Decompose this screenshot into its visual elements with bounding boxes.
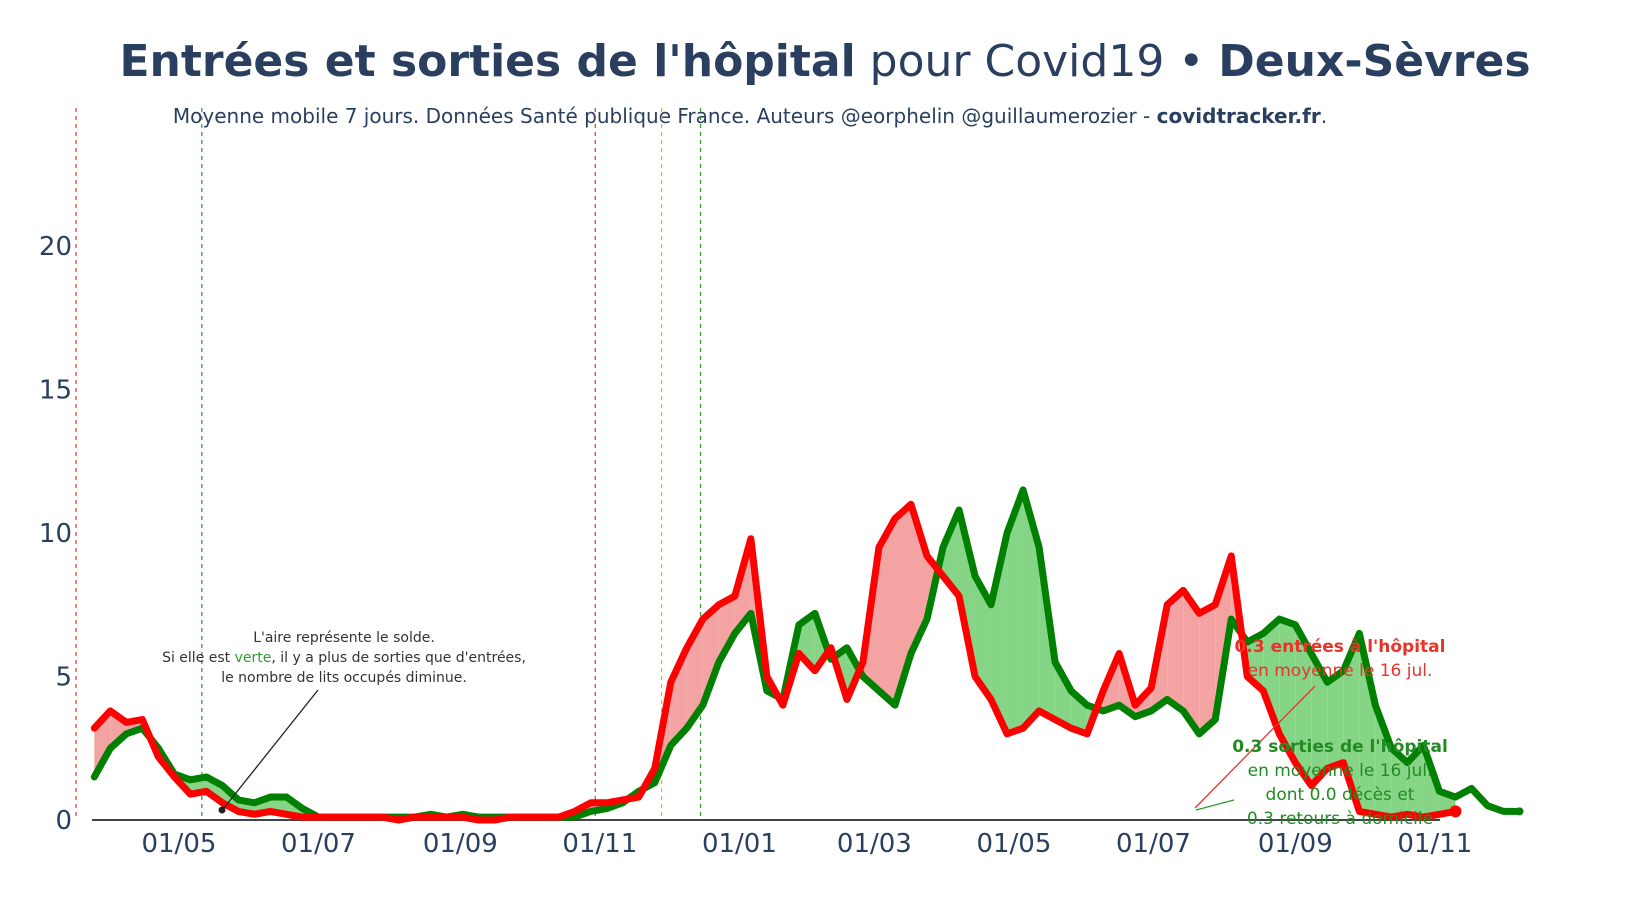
area-fill-exits <box>975 576 992 700</box>
solde-annotation-line2-pre: Si elle est <box>162 650 235 666</box>
exits-label-line4: 0.3 retours à domicile <box>1247 809 1433 829</box>
y-tick-label: 0 <box>55 806 72 836</box>
area-fill-entries <box>718 596 735 663</box>
chart-title: Entrées et sorties de l'hôpital pour Cov… <box>0 36 1650 88</box>
y-tick-label: 15 <box>39 375 72 405</box>
area-fill-entries <box>1199 604 1216 734</box>
x-tick-label: 01/03 <box>837 829 912 859</box>
exits-label-arrow <box>1195 799 1235 811</box>
solde-annotation-line3: le nombre de lits occupés diminue. <box>221 670 467 686</box>
area-fill-exits <box>1359 633 1376 815</box>
x-tick-label: 01/05 <box>976 829 1051 859</box>
entries-label: 0.3 entrées à l'hôpital en moyenne le 16… <box>1194 637 1446 809</box>
x-tick-label: 01/11 <box>562 829 637 859</box>
title-region: Deux-Sèvres <box>1218 36 1531 87</box>
solde-annotation-arrow-head <box>218 806 226 814</box>
x-tick-label: 01/07 <box>1116 829 1191 859</box>
area-fill-exits <box>991 532 1008 734</box>
entries-label-line2: en moyenne le 16 jul. <box>1248 661 1433 681</box>
exits-label-line3: dont 0.0 décès et <box>1266 785 1415 805</box>
area-fill-exits <box>1263 619 1280 734</box>
area-fill-entries <box>910 504 927 654</box>
y-tick-label: 5 <box>55 662 72 692</box>
solde-annotation-line2-green: verte <box>235 650 272 666</box>
y-tick-labels: 0 5 10 15 20 <box>39 232 72 836</box>
area-fill-exits <box>1023 489 1040 729</box>
area-fill-exits <box>1055 662 1072 729</box>
area-fill-entries <box>1183 590 1200 734</box>
solde-annotation-arrow <box>223 689 319 809</box>
exits-label-line2: en moyenne le 16 jul. <box>1248 761 1433 781</box>
exits-label: 0.3 sorties de l'hôpital en moyenne le 1… <box>1195 737 1448 829</box>
area-fill-exits <box>1391 748 1408 818</box>
area-fill-exits <box>1375 705 1392 818</box>
area-fill-exits <box>1279 619 1296 763</box>
x-tick-labels: 01/05 01/07 01/09 01/11 01/01 01/03 01/05 01/07… <box>141 829 1472 859</box>
entries-label-bold: 0.3 entrées à l'hôpital <box>1235 637 1446 657</box>
area-fill-exits <box>1295 624 1312 786</box>
x-tick-label: 01/05 <box>141 829 216 859</box>
subtitle-end: . <box>1320 104 1328 128</box>
solde-annotation-line2-post: , il y a plus de sorties que d'entrées, <box>271 650 526 666</box>
event-vertical-lines <box>75 108 702 820</box>
x-tick-label: 01/09 <box>1258 829 1333 859</box>
area-fill-entries <box>878 518 895 706</box>
y-tick-label: 20 <box>39 232 72 262</box>
area-fill-exits <box>1007 489 1024 734</box>
area-fill-exits <box>943 510 960 597</box>
solde-annotation: L'aire représente le solde. Si elle est … <box>162 630 526 814</box>
exits-label-bold: 0.3 sorties de l'hôpital <box>1232 737 1448 757</box>
subtitle-site: covidtracker.fr <box>1156 104 1321 128</box>
x-tick-label: 01/09 <box>423 829 498 859</box>
area-fill-entries <box>670 647 687 746</box>
x-tick-label: 01/01 <box>702 829 777 859</box>
title-bold-part: Entrées et sorties de l'hôpital <box>119 36 856 87</box>
entries-label-arrow <box>1194 685 1316 809</box>
end-markers <box>1449 805 1524 818</box>
area-fill-exits <box>959 510 976 677</box>
entries-end-marker <box>1449 805 1462 818</box>
solde-annotation-line1: L'aire représente le solde. <box>253 630 435 646</box>
area-fill-entries <box>702 604 719 706</box>
area-fill-exits <box>1327 670 1344 769</box>
title-regular-part: pour Covid19 • <box>855 36 1219 87</box>
exits-end-marker <box>1515 807 1524 816</box>
series-line-entries <box>90 500 1459 824</box>
solde-annotation-line2: Si elle est verte, il y a plus de sortie… <box>162 650 526 666</box>
area-fill-exits <box>1071 690 1088 734</box>
series-lines <box>90 486 1523 824</box>
area-fill-entries <box>1167 590 1184 711</box>
x-tick-label: 01/07 <box>281 829 356 859</box>
x-tick-label: 01/11 <box>1397 829 1472 859</box>
y-tick-label: 10 <box>39 519 72 549</box>
